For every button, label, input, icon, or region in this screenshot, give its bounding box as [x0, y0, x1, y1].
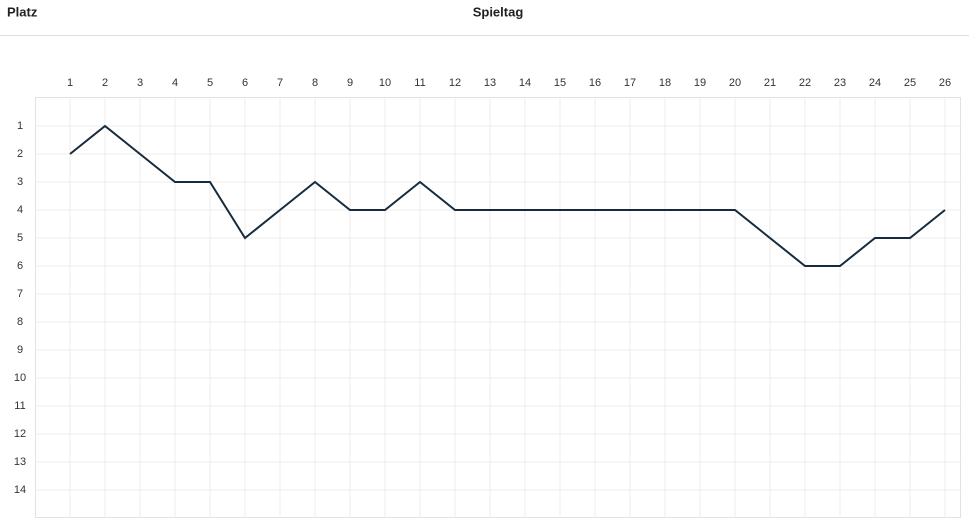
x-tick-label: 26	[939, 77, 951, 89]
x-tick-label: 21	[764, 77, 776, 89]
y-tick-label: 1	[17, 120, 23, 132]
x-axis-title: Spieltag	[473, 4, 524, 19]
x-tick-label: 13	[484, 77, 496, 89]
y-tick-label: 3	[17, 176, 23, 188]
x-tick-label: 10	[379, 77, 391, 89]
y-tick-label: 14	[14, 484, 26, 496]
x-tick-label: 11	[414, 77, 425, 89]
y-tick-label: 6	[17, 260, 23, 272]
y-tick-label: 2	[17, 148, 23, 160]
x-tick-label: 8	[312, 77, 318, 89]
x-tick-label: 1	[67, 77, 73, 89]
x-tick-label: 17	[624, 77, 636, 89]
x-tick-label: 20	[729, 77, 741, 89]
y-tick-label: 5	[17, 232, 23, 244]
x-tick-label: 2	[102, 77, 108, 89]
x-tick-label: 15	[554, 77, 566, 89]
plot-frame	[35, 97, 961, 518]
x-tick-label: 9	[347, 77, 353, 89]
line-series	[69, 124, 946, 267]
x-tick-label: 5	[207, 77, 213, 89]
x-tick-label: 14	[519, 77, 531, 89]
y-tick-label: 12	[14, 428, 26, 440]
y-tick-label: 10	[14, 372, 26, 384]
x-tick-label: 25	[904, 77, 916, 89]
x-tick-label: 16	[589, 77, 601, 89]
x-tick-label: 3	[137, 77, 143, 89]
x-tick-label: 4	[172, 77, 178, 89]
y-tick-label: 11	[14, 400, 25, 412]
x-tick-label: 18	[659, 77, 671, 89]
x-tick-label: 24	[869, 77, 881, 89]
y-tick-label: 8	[17, 316, 23, 328]
y-tick-label: 7	[17, 288, 23, 300]
x-tick-label: 22	[799, 77, 811, 89]
x-tick-label: 19	[694, 77, 706, 89]
y-tick-label: 4	[17, 204, 23, 216]
x-tick-label: 23	[834, 77, 846, 89]
x-tick-label: 12	[449, 77, 461, 89]
x-tick-label: 6	[242, 77, 248, 89]
x-tick-label: 7	[277, 77, 283, 89]
y-tick-label: 13	[14, 456, 26, 468]
y-tick-label: 9	[17, 344, 23, 356]
y-axis-title: Platz	[7, 4, 38, 19]
